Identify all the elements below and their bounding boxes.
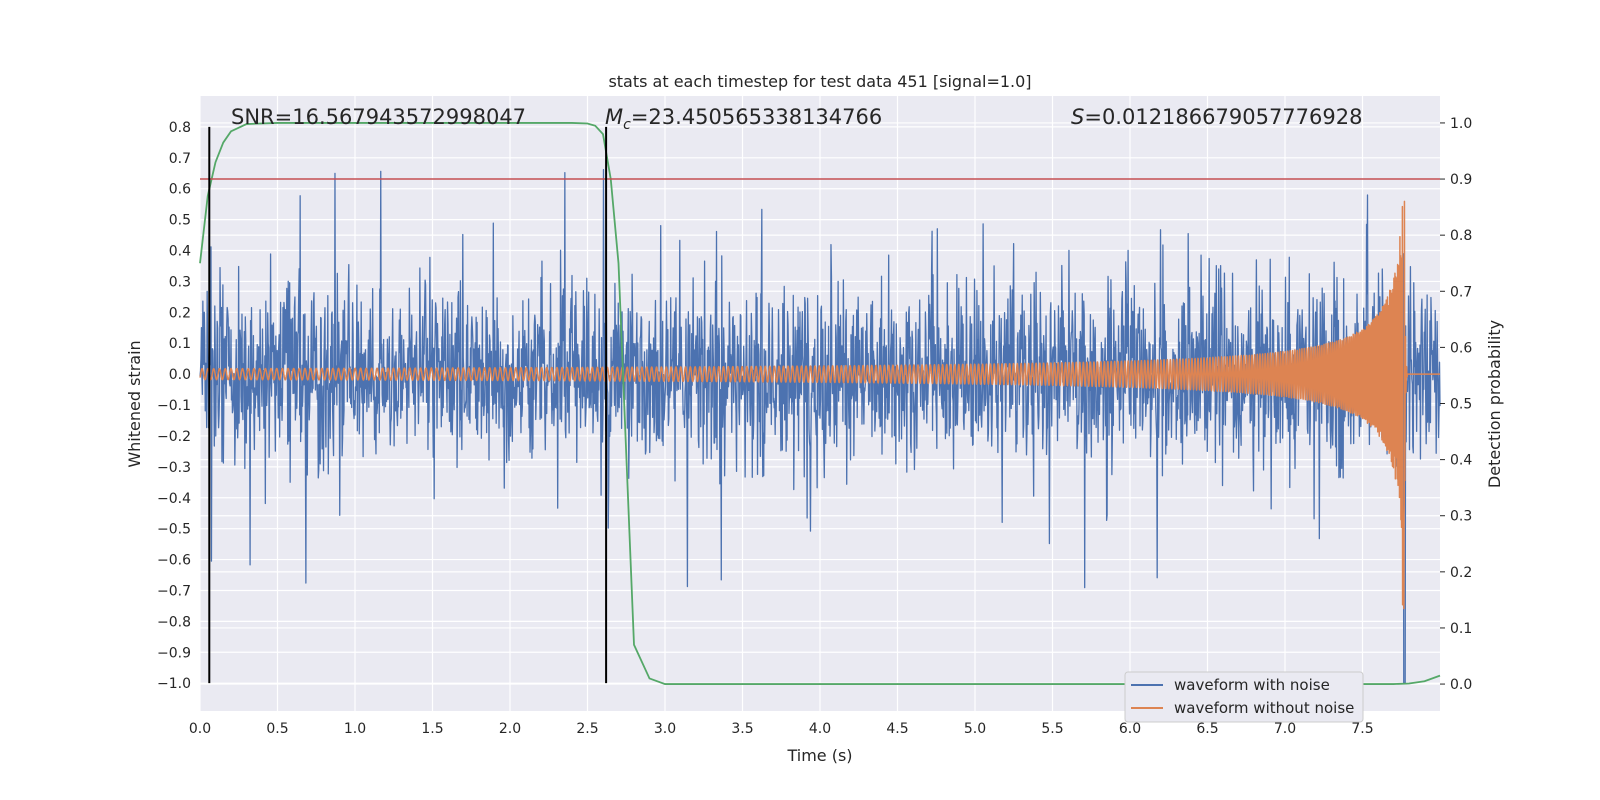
y-tick-label: −0.7: [157, 583, 191, 599]
s-symbol: S: [1071, 105, 1084, 129]
y2-axis-label: Detection probability: [1485, 320, 1504, 488]
y-tick-label: −1.0: [157, 676, 191, 692]
x-tick-label: 6.0: [1119, 721, 1141, 737]
x-tick-label: 2.5: [576, 721, 598, 737]
y2-tick-label: 1.0: [1450, 116, 1472, 132]
x-tick-label: 1.0: [344, 721, 366, 737]
x-tick-label: 3.5: [731, 721, 753, 737]
y-tick-label: 0.3: [169, 274, 191, 290]
y-tick-label: −0.8: [157, 614, 191, 630]
x-tick-label: 2.0: [499, 721, 521, 737]
legend-box: [1124, 671, 1364, 723]
y2-tick-label: 0.1: [1450, 621, 1472, 637]
y2-axis-ticks: 1.0 0.9 0.8 0.7 0.6 0.5 0.4 0.3 0.2 0.1 0.0: [1440, 116, 1472, 693]
y-tick-label: −0.2: [157, 429, 191, 445]
x-tick-label: 4.0: [809, 721, 831, 737]
y-axis-label: Whitened strain: [125, 340, 144, 467]
y-tick-label: −0.4: [157, 491, 191, 507]
chirp-mass-annotation: Mc=23.450565338134766: [605, 105, 882, 133]
series-waveform-without-noise: [199, 200, 1441, 610]
chirp-mass-subscript: c: [623, 117, 631, 133]
y2-tick-label: 0.9: [1450, 172, 1472, 188]
y-tick-label: −0.5: [157, 522, 191, 538]
y-tick-label: −0.6: [157, 553, 191, 569]
noise-waveform-line: [199, 169, 1441, 684]
y-tick-label: 0.8: [169, 120, 191, 136]
y-tick-label: 0.6: [169, 182, 191, 198]
chirp-mass-symbol: M: [605, 105, 623, 129]
x-tick-label: 1.5: [421, 721, 443, 737]
y2-tick-label: 0.5: [1450, 397, 1472, 413]
x-tick-label: 0.0: [189, 721, 211, 737]
series-waveform-with-noise: [199, 169, 1441, 684]
chirp-mass-value: =23.450565338134766: [631, 105, 882, 129]
y2-tick-label: 0.7: [1450, 284, 1472, 300]
legend-label-clean: waveform without noise: [1174, 699, 1354, 717]
s-annotation: S=0.012186679057776928: [1071, 105, 1362, 129]
vertical-markers: [208, 126, 608, 684]
chart-title: stats at each timestep for test data 451…: [608, 72, 1031, 91]
x-tick-label: 3.0: [654, 721, 676, 737]
y2-tick-label: 0.0: [1450, 677, 1472, 693]
y-tick-label: 0.0: [169, 367, 191, 383]
legend: waveform with noise waveform without noi…: [1124, 671, 1364, 723]
y-tick-label: −0.9: [157, 645, 191, 661]
snr-annotation: SNR=16.567943572998047: [231, 105, 526, 129]
y-tick-label: 0.4: [169, 244, 191, 260]
y2-tick-label: 0.2: [1450, 565, 1472, 581]
legend-label-noise: waveform with noise: [1174, 676, 1330, 694]
x-tick-label: 5.0: [964, 721, 986, 737]
y-tick-label: −0.1: [157, 398, 191, 414]
x-tick-label: 4.5: [886, 721, 908, 737]
x-axis-label: Time (s): [786, 746, 852, 765]
y2-tick-label: 0.6: [1450, 340, 1472, 356]
y2-tick-label: 0.4: [1450, 453, 1472, 469]
x-tick-label: 5.5: [1041, 721, 1063, 737]
s-value: =0.012186679057776928: [1084, 105, 1362, 129]
y-tick-label: 0.5: [169, 213, 191, 229]
y-tick-label: 0.7: [169, 151, 191, 167]
x-axis-ticks: 0.0 0.5 1.0 1.5 2.0 2.5 3.0 3.5 4.0 4.5 5.0 5.5 6.0 6…: [189, 721, 1374, 737]
x-tick-label: 6.5: [1196, 721, 1218, 737]
x-tick-label: 0.5: [266, 721, 288, 737]
y-tick-label: −0.3: [157, 460, 191, 476]
y-axis-ticks: 0.8 0.7 0.6 0.5 0.4 0.3 0.2 0.1 0.0 −0.1 −0.2 −0.3 −…: [157, 120, 191, 692]
y2-tick-label: 0.8: [1450, 228, 1472, 244]
y-tick-label: 0.2: [169, 305, 191, 321]
y-tick-label: 0.1: [169, 336, 191, 352]
x-tick-label: 7.5: [1351, 721, 1373, 737]
clean-waveform-line: [199, 200, 1441, 610]
x-tick-label: 7.0: [1274, 721, 1296, 737]
y2-tick-label: 0.3: [1450, 509, 1472, 525]
